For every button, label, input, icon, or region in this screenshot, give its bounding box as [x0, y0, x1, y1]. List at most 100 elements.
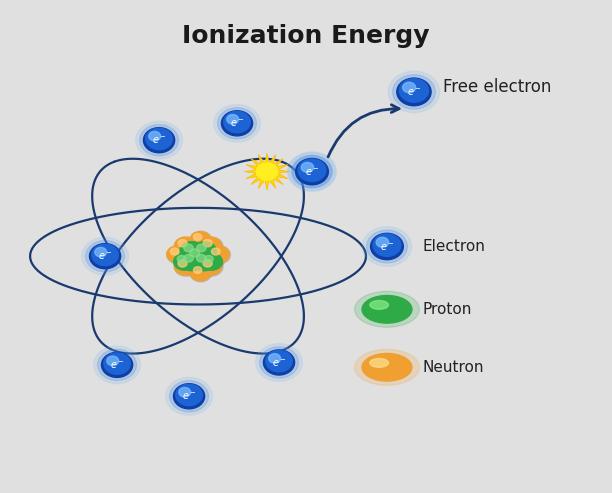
Text: $e^-$: $e^-$ [305, 167, 319, 178]
Circle shape [190, 264, 212, 282]
Circle shape [192, 241, 217, 261]
Circle shape [106, 356, 119, 366]
Circle shape [136, 121, 182, 159]
Circle shape [180, 242, 205, 262]
Circle shape [224, 111, 250, 133]
Circle shape [217, 107, 256, 139]
Circle shape [207, 245, 230, 263]
Circle shape [190, 231, 212, 249]
Circle shape [177, 255, 186, 262]
Circle shape [140, 125, 179, 156]
Circle shape [94, 346, 141, 384]
Circle shape [189, 264, 211, 282]
Text: $e^-$: $e^-$ [152, 136, 166, 146]
Circle shape [102, 352, 133, 378]
Circle shape [97, 349, 136, 381]
Circle shape [174, 257, 197, 276]
Circle shape [196, 254, 206, 262]
Circle shape [207, 246, 231, 264]
Circle shape [193, 252, 218, 272]
Circle shape [376, 237, 389, 247]
Text: $e^-$: $e^-$ [379, 242, 394, 252]
Circle shape [367, 230, 408, 263]
Circle shape [196, 244, 206, 252]
Ellipse shape [362, 353, 412, 381]
Text: Ionization Energy: Ionization Energy [182, 24, 430, 48]
Circle shape [302, 163, 313, 173]
Circle shape [146, 128, 173, 150]
Circle shape [179, 251, 204, 272]
Circle shape [301, 162, 313, 173]
Circle shape [92, 244, 118, 266]
Circle shape [226, 114, 239, 124]
Circle shape [263, 350, 294, 375]
Circle shape [95, 247, 106, 257]
Ellipse shape [370, 301, 389, 309]
Circle shape [179, 241, 204, 261]
Circle shape [199, 257, 222, 276]
Text: Electron: Electron [423, 239, 486, 254]
Circle shape [256, 163, 278, 180]
Circle shape [266, 351, 293, 372]
Circle shape [203, 240, 212, 247]
Circle shape [200, 252, 223, 271]
Text: $e^-$: $e^-$ [305, 167, 319, 178]
Text: $e^-$: $e^-$ [98, 251, 113, 262]
Circle shape [166, 246, 190, 264]
Text: $e^-$: $e^-$ [406, 87, 421, 98]
Circle shape [193, 242, 218, 262]
Circle shape [288, 152, 337, 191]
Circle shape [170, 381, 209, 412]
Circle shape [189, 231, 211, 248]
Circle shape [143, 128, 174, 153]
Circle shape [190, 249, 200, 257]
Circle shape [173, 252, 196, 271]
Circle shape [193, 234, 202, 241]
Ellipse shape [362, 295, 412, 323]
Circle shape [81, 237, 129, 275]
Circle shape [178, 240, 187, 247]
Circle shape [170, 248, 179, 255]
Circle shape [185, 246, 212, 267]
Circle shape [397, 78, 431, 106]
Circle shape [403, 82, 416, 93]
Circle shape [86, 241, 125, 272]
Circle shape [166, 245, 189, 263]
Circle shape [178, 260, 187, 267]
Circle shape [373, 234, 401, 256]
Circle shape [174, 237, 198, 256]
Circle shape [174, 253, 196, 271]
Ellipse shape [354, 291, 419, 327]
Circle shape [199, 237, 222, 255]
Circle shape [256, 344, 302, 381]
Circle shape [174, 237, 197, 255]
Circle shape [296, 159, 327, 184]
Circle shape [371, 233, 403, 260]
Circle shape [222, 111, 253, 136]
Circle shape [192, 251, 217, 272]
Circle shape [185, 246, 211, 267]
Polygon shape [244, 153, 290, 190]
Circle shape [289, 153, 335, 190]
Circle shape [166, 378, 212, 415]
Ellipse shape [354, 350, 419, 385]
Text: Neutron: Neutron [423, 360, 485, 375]
Circle shape [400, 79, 428, 102]
Circle shape [89, 244, 121, 269]
Circle shape [203, 260, 212, 267]
Circle shape [200, 237, 223, 256]
Circle shape [296, 158, 329, 185]
Circle shape [184, 254, 193, 262]
Text: $e^-$: $e^-$ [230, 118, 244, 130]
Circle shape [298, 159, 326, 181]
Circle shape [211, 248, 220, 255]
Circle shape [269, 353, 280, 363]
Circle shape [362, 227, 411, 266]
Circle shape [184, 244, 193, 252]
Circle shape [214, 105, 261, 142]
Circle shape [388, 71, 439, 112]
Circle shape [104, 353, 130, 374]
Circle shape [149, 132, 160, 141]
Circle shape [299, 160, 325, 181]
Text: $e^-$: $e^-$ [110, 360, 124, 371]
